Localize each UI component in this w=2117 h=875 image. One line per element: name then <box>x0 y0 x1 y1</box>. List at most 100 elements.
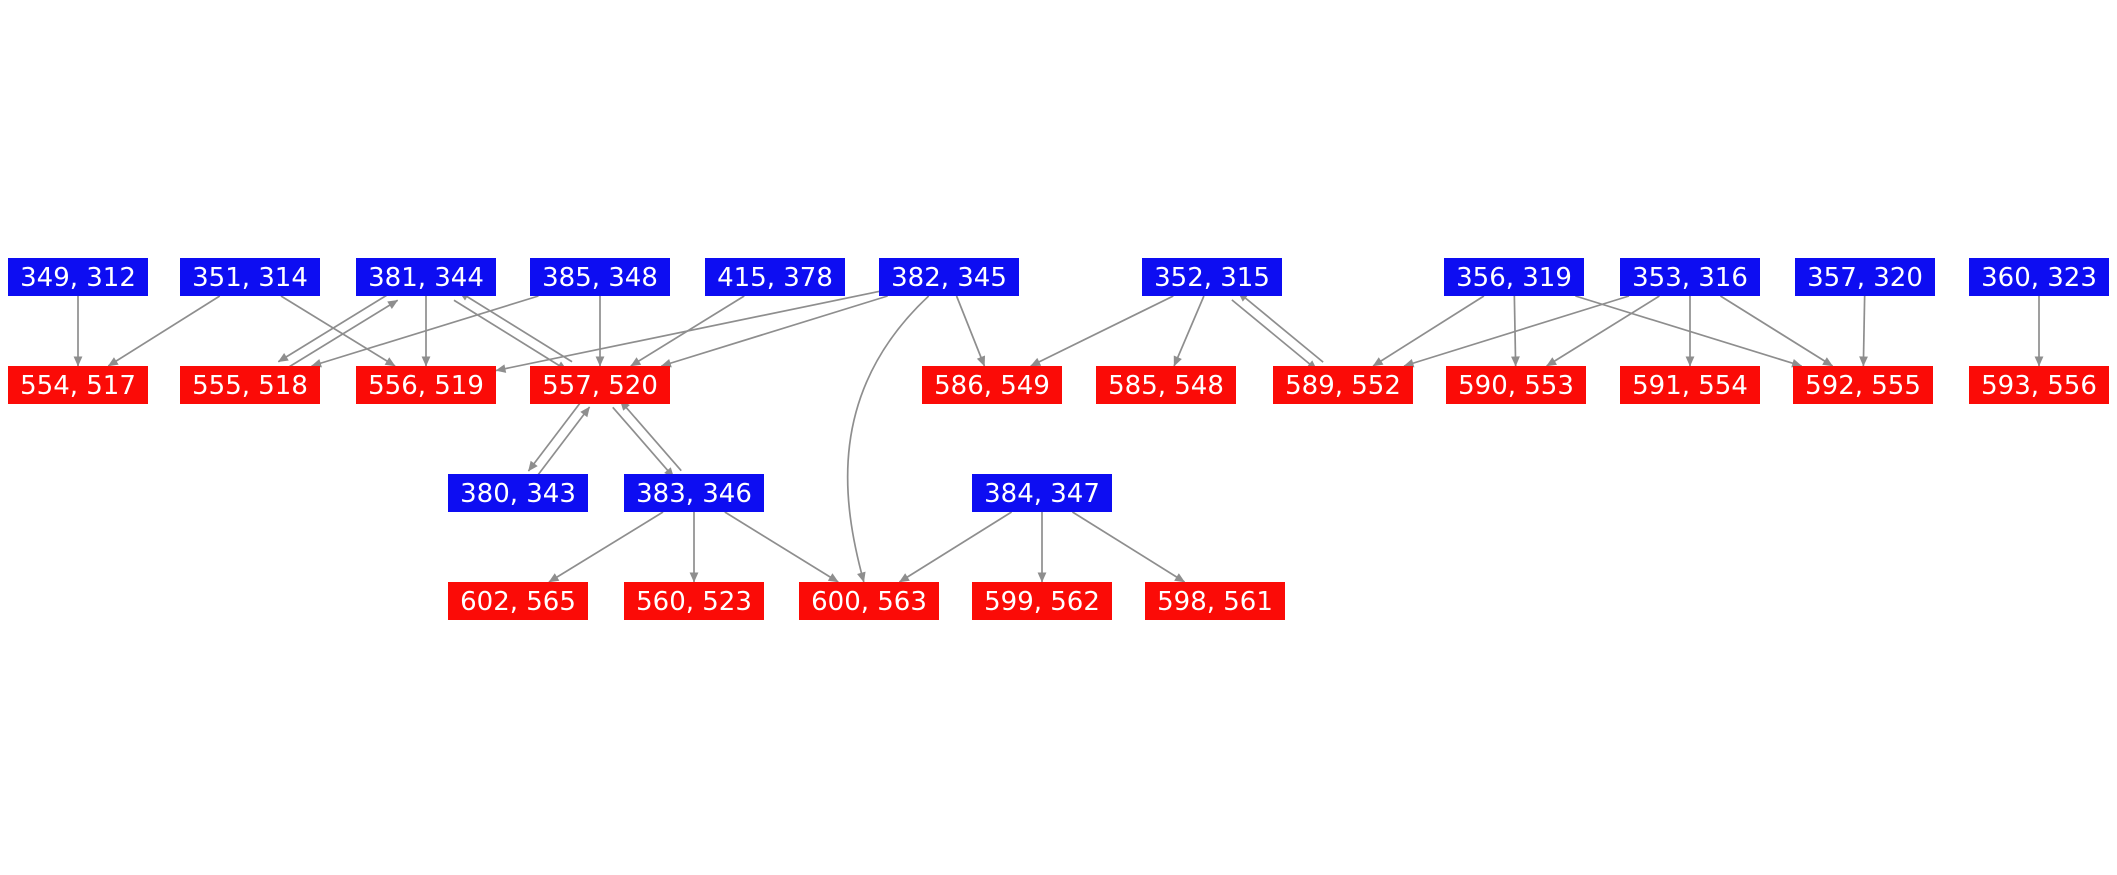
node-label: 585, 548 <box>1108 371 1224 401</box>
graph-node-384-347: 384, 347 <box>972 474 1112 512</box>
node-box <box>1795 258 1935 296</box>
edge-382-345-to-600-563 <box>846 295 930 583</box>
edge-382-345-to-586-549 <box>955 295 986 367</box>
graph-node-357-320: 357, 320 <box>1795 258 1935 296</box>
node-box <box>1620 366 1760 404</box>
node-label: 382, 345 <box>891 263 1007 293</box>
node-label: 353, 316 <box>1632 263 1748 293</box>
edge-383-346-to-557-520 <box>619 400 682 472</box>
edge-352-315-to-585-548 <box>1173 295 1205 367</box>
node-label: 351, 314 <box>192 263 308 293</box>
node-box <box>356 366 496 404</box>
edge-353-316-to-590-553 <box>1546 295 1660 367</box>
edge-557-520-to-383-346 <box>612 406 675 478</box>
node-label: 384, 347 <box>984 479 1100 509</box>
node-box <box>1096 366 1236 404</box>
edge-384-347-to-600-563 <box>898 511 1013 583</box>
edge-352-315-to-589-552 <box>1231 299 1318 371</box>
node-label: 556, 519 <box>368 371 484 401</box>
node-box <box>8 258 148 296</box>
edge-353-316-to-589-552 <box>1403 295 1630 368</box>
node-box <box>356 258 496 296</box>
node-box <box>448 474 588 512</box>
node-box <box>530 366 670 404</box>
graph-node-586-549: 586, 549 <box>922 366 1062 404</box>
graph-node-560-523: 560, 523 <box>624 582 764 620</box>
edge-357-320-to-592-555 <box>1859 295 1868 367</box>
graph-node-415-378: 415, 378 <box>705 258 845 296</box>
node-label: 380, 343 <box>460 479 576 509</box>
graph-node-598-561: 598, 561 <box>1145 582 1285 620</box>
node-box <box>448 582 588 620</box>
node-label: 383, 346 <box>636 479 752 509</box>
node-box <box>705 258 845 296</box>
graph-node-585-548: 585, 548 <box>1096 366 1236 404</box>
edge-385-348-to-555-518 <box>311 295 539 368</box>
graph-node-599-562: 599, 562 <box>972 582 1112 620</box>
node-label: 593, 556 <box>1981 371 2097 401</box>
graph-node-381-344: 381, 344 <box>356 258 496 296</box>
node-label: 589, 552 <box>1285 371 1401 401</box>
node-box <box>972 474 1112 512</box>
graph-node-554-517: 554, 517 <box>8 366 148 404</box>
graph-node-385-348: 385, 348 <box>530 258 670 296</box>
graph-node-349-312: 349, 312 <box>8 258 148 296</box>
graph-node-360-323: 360, 323 <box>1969 258 2109 296</box>
graph-node-356-319: 356, 319 <box>1444 258 1584 296</box>
node-box <box>1273 366 1413 404</box>
node-box <box>1793 366 1933 404</box>
node-box <box>624 474 764 512</box>
node-label: 590, 553 <box>1458 371 1574 401</box>
node-box <box>8 366 148 404</box>
edge-356-319-to-592-555 <box>1575 295 1803 368</box>
node-label: 557, 520 <box>542 371 658 401</box>
node-label: 555, 518 <box>192 371 308 401</box>
node-box <box>1446 366 1586 404</box>
node-label: 352, 315 <box>1154 263 1270 293</box>
node-box <box>1969 258 2109 296</box>
node-label: 591, 554 <box>1632 371 1748 401</box>
edge-353-316-to-592-555 <box>1719 295 1834 367</box>
graph-node-380-343: 380, 343 <box>448 474 588 512</box>
node-box <box>180 258 320 296</box>
node-label: 381, 344 <box>368 263 484 293</box>
node-box <box>799 582 939 620</box>
node-label: 385, 348 <box>542 263 658 293</box>
graph-node-555-518: 555, 518 <box>180 366 320 404</box>
node-box <box>180 366 320 404</box>
node-label: 586, 549 <box>934 371 1050 401</box>
node-label: 560, 523 <box>636 587 752 617</box>
node-box <box>972 582 1112 620</box>
node-box <box>1145 582 1285 620</box>
edge-351-314-to-556-519 <box>280 295 396 367</box>
edge-383-346-to-602-565 <box>548 511 664 583</box>
graph-node-351-314: 351, 314 <box>180 258 320 296</box>
edge-351-314-to-554-517 <box>107 295 221 367</box>
edge-384-347-to-598-561 <box>1071 511 1186 583</box>
node-box <box>1620 258 1760 296</box>
node-label: 600, 563 <box>811 587 927 617</box>
node-box <box>1444 258 1584 296</box>
node-label: 356, 319 <box>1456 263 1572 293</box>
node-layer: 349, 312 351, 314 381, 344 385, 348 415, 378… <box>8 258 2109 620</box>
graph-node-602-565: 602, 565 <box>448 582 588 620</box>
node-label: 592, 555 <box>1805 371 1921 401</box>
node-box <box>1142 258 1282 296</box>
graph-node-590-553: 590, 553 <box>1446 366 1586 404</box>
graph-node-353-316: 353, 316 <box>1620 258 1760 296</box>
node-label: 598, 561 <box>1157 587 1273 617</box>
node-label: 554, 517 <box>20 371 136 401</box>
graph-node-382-345: 382, 345 <box>879 258 1019 296</box>
node-label: 357, 320 <box>1807 263 1923 293</box>
edge-382-345-to-557-520 <box>660 295 888 368</box>
graph-node-557-520: 557, 520 <box>530 366 670 404</box>
node-label: 415, 378 <box>717 263 833 293</box>
edge-356-319-to-589-552 <box>1372 295 1485 367</box>
edge-589-552-to-352-315 <box>1237 291 1324 363</box>
graph-node-383-346: 383, 346 <box>624 474 764 512</box>
node-box <box>879 258 1019 296</box>
node-label: 349, 312 <box>20 263 136 293</box>
node-label: 599, 562 <box>984 587 1100 617</box>
